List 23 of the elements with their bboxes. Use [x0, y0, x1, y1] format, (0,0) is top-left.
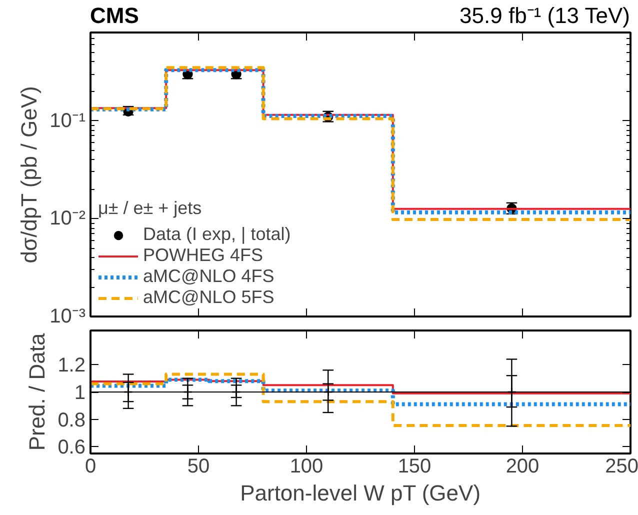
y-tick-label: 10⁻²	[50, 208, 86, 230]
legend-title: μ± / e± + jets	[98, 198, 203, 219]
x-tick-label: 200	[506, 456, 540, 478]
y-tick-label: 10⁻¹	[50, 110, 86, 132]
x-tick-label: 0	[84, 456, 96, 478]
y-tick-label: 0.6	[58, 436, 86, 459]
legend-label: aMC@NLO 5FS	[143, 287, 274, 308]
legend-label: Data (I exp, | total)	[143, 224, 291, 245]
y-tick-label: 1.2	[58, 354, 86, 377]
y-tick-label: 10⁻³	[50, 306, 86, 328]
x-tick-label: 250	[605, 456, 638, 478]
chart-title: CMS	[90, 2, 139, 30]
legend-label: POWHEG 4FS	[143, 245, 264, 266]
y-axis-title: dσ/dpT (pb / GeV)	[16, 86, 42, 264]
y-axis-title: Pred. / Data	[24, 332, 50, 451]
x-tick-label: 50	[187, 456, 210, 478]
x-tick-label: 150	[398, 456, 432, 478]
text: 35.9 fb⁻¹ (13 TeV)	[460, 2, 630, 30]
x-tick-label: 100	[290, 456, 324, 478]
y-tick-label: 0.8	[58, 409, 86, 432]
y-tick-label: 1	[74, 382, 86, 404]
x-axis-title: Parton-level W pT (GeV)	[240, 480, 481, 506]
legend-label: aMC@NLO 4FS	[143, 266, 274, 287]
